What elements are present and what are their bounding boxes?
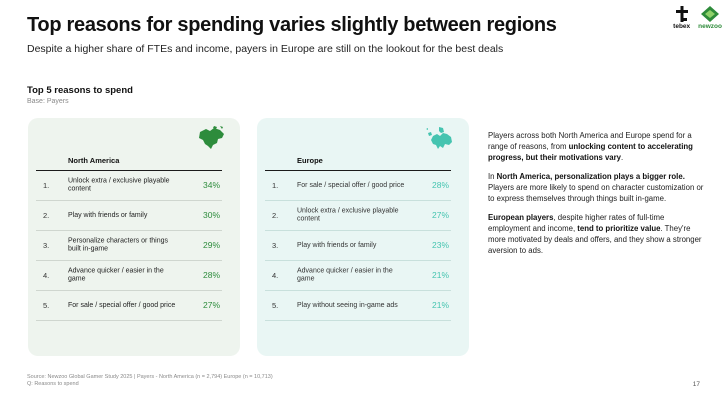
reason-percent: 28% xyxy=(431,180,449,190)
source-text: Source: Newzoo Global Gamer Study 2025 |… xyxy=(27,374,273,380)
list-item: 5. For sale / special offer / good price… xyxy=(36,291,222,321)
europe-panel: Europe 1. For sale / special offer / goo… xyxy=(257,118,469,356)
reason-text: Personalize characters or things built i… xyxy=(68,237,168,253)
commentary: Players across both North America and Eu… xyxy=(488,130,708,264)
newzoo-logo-text: newzoo xyxy=(698,23,722,30)
header-divider xyxy=(36,170,222,171)
commentary-text: , despite higher rates of full-time empl… xyxy=(488,213,665,233)
europe-list: 1. For sale / special offer / good price… xyxy=(265,171,451,321)
logos: tebex newzoo xyxy=(673,6,722,30)
reason-percent: 27% xyxy=(431,210,449,220)
reason-percent: 23% xyxy=(431,240,449,250)
commentary-text: . They're more motivated by deals and of… xyxy=(488,224,702,255)
commentary-highlight: unlocking content to accelerating progre… xyxy=(488,142,693,162)
reason-percent: 28% xyxy=(202,270,220,280)
reason-text: Play with friends or family xyxy=(297,241,377,249)
region-label-europe: Europe xyxy=(297,156,323,165)
commentary-highlight: tend to prioritize value xyxy=(577,224,661,233)
page-number: 17 xyxy=(692,381,700,388)
tebex-logo: tebex xyxy=(673,6,690,30)
rank-number: 4. xyxy=(43,271,50,280)
north-america-map-icon xyxy=(199,126,224,149)
reason-percent: 29% xyxy=(202,240,220,250)
reason-percent: 21% xyxy=(431,300,449,310)
list-item: 4. Advance quicker / easier in the game … xyxy=(265,261,451,291)
north-america-panel: North America 1. Unlock extra / exclusiv… xyxy=(28,118,240,356)
reason-text: Play without seeing in-game ads xyxy=(297,301,398,309)
rank-number: 4. xyxy=(272,271,279,280)
section-base: Base: Payers xyxy=(27,98,69,105)
reason-percent: 21% xyxy=(431,270,449,280)
reason-text: Unlock extra / exclusive playable conten… xyxy=(68,177,170,193)
list-item: 5. Play without seeing in-game ads 21% xyxy=(265,291,451,321)
reason-text: For sale / special offer / good price xyxy=(297,181,405,189)
rank-number: 5. xyxy=(272,301,279,310)
list-item: 3. Play with friends or family 23% xyxy=(265,231,451,261)
list-item: 1. For sale / special offer / good price… xyxy=(265,171,451,201)
tebex-icon xyxy=(675,6,688,22)
list-item: 4. Advance quicker / easier in the game … xyxy=(36,261,222,291)
list-item: 1. Unlock extra / exclusive playable con… xyxy=(36,171,222,201)
rank-number: 3. xyxy=(43,241,50,250)
newzoo-icon xyxy=(701,6,720,22)
commentary-text: In xyxy=(488,172,497,181)
page-subtitle: Despite a higher share of FTEs and incom… xyxy=(27,43,504,55)
reason-text: Play with friends or family xyxy=(68,211,148,219)
rank-number: 1. xyxy=(43,181,50,190)
question-text: Q: Reasons to spend xyxy=(27,381,79,387)
rank-number: 5. xyxy=(43,301,50,310)
commentary-highlight: European players xyxy=(488,213,554,222)
rank-number: 3. xyxy=(272,241,279,250)
commentary-text: Players are more likely to spend on char… xyxy=(488,183,704,203)
source-note: Source: Newzoo Global Gamer Study 2025 |… xyxy=(27,374,273,388)
commentary-highlight: North America, personalization plays a b… xyxy=(496,172,685,181)
reason-percent: 30% xyxy=(202,210,220,220)
reason-text: Advance quicker / easier in the game xyxy=(68,267,164,283)
rank-number: 2. xyxy=(43,211,50,220)
reason-text: Advance quicker / easier in the game xyxy=(297,267,393,283)
commentary-text: Players across both North America and Eu… xyxy=(488,131,692,151)
reason-text: Unlock extra / exclusive playable conten… xyxy=(297,207,399,223)
europe-map-icon xyxy=(426,127,452,149)
north-america-list: 1. Unlock extra / exclusive playable con… xyxy=(36,171,222,321)
list-item: 2. Play with friends or family 30% xyxy=(36,201,222,231)
reason-percent: 34% xyxy=(202,180,220,190)
header-divider xyxy=(265,170,451,171)
list-item: 3. Personalize characters or things buil… xyxy=(36,231,222,261)
commentary-paragraph: Players across both North America and Eu… xyxy=(488,130,708,163)
reason-text: For sale / special offer / good price xyxy=(68,301,176,309)
reason-percent: 27% xyxy=(202,300,220,310)
commentary-paragraph: European players, despite higher rates o… xyxy=(488,212,708,256)
rank-number: 2. xyxy=(272,211,279,220)
rank-number: 1. xyxy=(272,181,279,190)
list-item: 2. Unlock extra / exclusive playable con… xyxy=(265,201,451,231)
tebex-logo-text: tebex xyxy=(673,23,691,30)
region-label-north-america: North America xyxy=(68,156,120,165)
section-title: Top 5 reasons to spend xyxy=(27,85,133,96)
page-title: Top reasons for spending varies slightly… xyxy=(27,14,557,36)
commentary-text: . xyxy=(621,153,624,162)
commentary-paragraph: In North America, personalization plays … xyxy=(488,171,708,204)
newzoo-logo: newzoo xyxy=(698,6,722,30)
